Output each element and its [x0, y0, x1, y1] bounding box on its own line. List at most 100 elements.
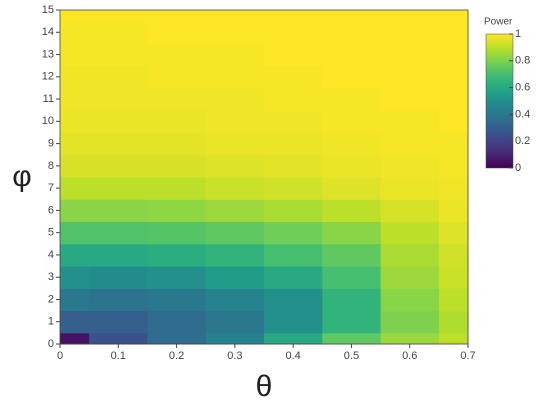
- heat-cell: [89, 266, 148, 289]
- heat-cell: [322, 310, 382, 334]
- y-tick-label: 14: [42, 26, 54, 38]
- y-tick-label: 9: [48, 138, 54, 150]
- heat-cell: [60, 65, 90, 89]
- heat-cell: [89, 65, 148, 89]
- heat-cell: [322, 110, 382, 133]
- heat-cell: [147, 199, 207, 223]
- y-tick-label: 5: [48, 227, 54, 239]
- heat-cell: [322, 243, 382, 267]
- heat-cell: [205, 10, 265, 22]
- heat-cell: [380, 110, 440, 133]
- heat-cell: [380, 177, 440, 200]
- heat-cell: [60, 332, 90, 345]
- heat-cell: [147, 132, 207, 156]
- colorbar-title: Power: [484, 17, 513, 28]
- heat-cell: [205, 221, 265, 245]
- colorbar-tick-label: 0.8: [515, 55, 530, 67]
- heat-cell: [264, 87, 323, 111]
- heat-cell: [380, 332, 440, 345]
- heat-cell: [264, 154, 323, 178]
- heat-cell: [380, 43, 440, 67]
- heat-cell: [380, 288, 440, 312]
- x-tick-label: 0.7: [460, 350, 475, 362]
- heat-cell: [60, 10, 90, 22]
- x-tick-label: 0.1: [111, 350, 126, 362]
- heat-cell: [205, 199, 265, 223]
- y-tick-label: 15: [42, 4, 54, 16]
- heat-cell: [264, 110, 323, 133]
- heat-cell: [380, 132, 440, 156]
- x-tick-label: 0.2: [169, 350, 184, 362]
- heat-cell: [205, 87, 265, 111]
- heat-cell: [438, 332, 469, 345]
- colorbar-tick-label: 0.6: [515, 82, 530, 94]
- colorbar-tick-label: 1: [515, 28, 521, 40]
- heat-cell: [60, 87, 90, 111]
- heat-cell: [322, 221, 382, 245]
- heat-cell: [264, 10, 323, 22]
- heat-cell: [205, 132, 265, 156]
- heat-cell: [147, 332, 207, 345]
- colorbar: [485, 33, 514, 169]
- heat-cell: [205, 288, 265, 312]
- heat-cell: [380, 310, 440, 334]
- heat-cell: [147, 87, 207, 111]
- heat-cell: [147, 243, 207, 267]
- heat-cell: [322, 199, 382, 223]
- y-tick-label: 3: [48, 271, 54, 283]
- heat-cell: [322, 87, 382, 111]
- heat-cell: [89, 110, 148, 133]
- heat-cell: [147, 43, 207, 67]
- y-tick-label: 11: [43, 93, 54, 105]
- heat-cell: [380, 243, 440, 267]
- heat-cell: [322, 177, 382, 200]
- heat-cell: [205, 110, 265, 133]
- heat-cell: [380, 199, 440, 223]
- heat-cell: [438, 199, 469, 223]
- heat-cell: [60, 310, 90, 334]
- heat-cell: [264, 43, 323, 67]
- heat-cell: [89, 199, 148, 223]
- heat-cell: [147, 266, 207, 289]
- plot-frame: [59, 9, 469, 345]
- heat-cell: [438, 266, 469, 289]
- y-tick-label: 12: [42, 71, 54, 83]
- y-tick-label: 4: [48, 249, 54, 261]
- heat-cell: [60, 288, 90, 312]
- heat-cell: [89, 288, 148, 312]
- heat-cell: [60, 266, 90, 289]
- heat-cell: [89, 310, 148, 334]
- heat-cell: [89, 43, 148, 67]
- heat-cell: [147, 177, 207, 200]
- heat-cell: [264, 21, 323, 44]
- y-axis-title: φ: [12, 160, 31, 193]
- heat-cell: [438, 221, 469, 245]
- heat-cell: [438, 43, 469, 67]
- heat-cell: [438, 87, 469, 111]
- heat-cell: [205, 154, 265, 178]
- heat-cell: [438, 288, 469, 312]
- heat-cell: [380, 221, 440, 245]
- y-tick-label: 1: [48, 316, 54, 328]
- y-tick-label: 6: [48, 204, 54, 216]
- x-tick-label: 0.4: [285, 350, 300, 362]
- heat-cell: [60, 132, 90, 156]
- heat-cell: [205, 310, 265, 334]
- heat-cell: [438, 65, 469, 89]
- heat-cell: [438, 177, 469, 200]
- y-tick-label: 10: [42, 115, 54, 127]
- heat-cell: [322, 10, 382, 22]
- colorbar-tick-label: 0.4: [515, 108, 530, 120]
- heat-cell: [147, 10, 207, 22]
- heat-cell: [380, 21, 440, 44]
- heat-cell: [438, 154, 469, 178]
- y-tick-label: 8: [48, 160, 54, 172]
- heat-cell: [438, 243, 469, 267]
- heat-cell: [380, 10, 440, 22]
- heat-cell: [205, 332, 265, 345]
- heat-cell: [380, 65, 440, 89]
- heat-cell: [89, 87, 148, 111]
- heat-cell: [60, 154, 90, 178]
- heat-cell: [89, 10, 148, 22]
